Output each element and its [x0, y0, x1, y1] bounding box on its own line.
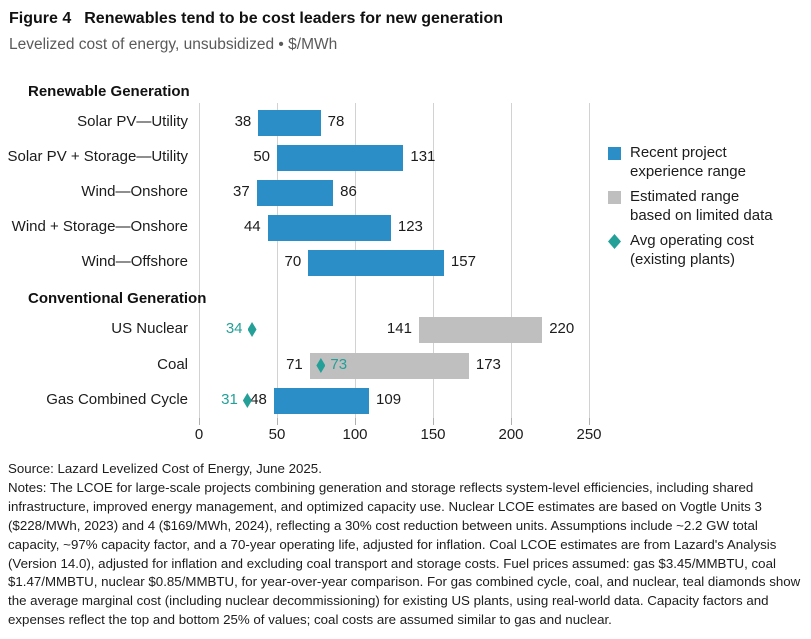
range-bar: [258, 110, 321, 136]
category-label: Solar PV + Storage—Utility: [7, 148, 189, 165]
chart-subtitle: Levelized cost of energy, unsubsidized •…: [9, 36, 338, 53]
avg-cost-diamond: [247, 322, 257, 337]
legend-item: Recent project experience range: [608, 143, 746, 181]
avg-cost-diamond: [242, 393, 252, 408]
value-label-min: 141: [386, 320, 412, 337]
axis-tick: [589, 418, 590, 425]
range-bar: [273, 388, 370, 414]
category-label: Coal: [157, 356, 188, 373]
value-label-max: 86: [340, 183, 357, 200]
value-label-max: 109: [376, 391, 402, 408]
figure-title-text: Renewables tend to be cost leaders for n…: [84, 10, 503, 27]
avg-cost-diamond: [316, 358, 326, 373]
axis-tick: [433, 418, 434, 425]
category-label: US Nuclear: [111, 320, 188, 337]
source-text: Source: Lazard Levelized Cost of Energy,…: [8, 461, 322, 476]
notes-text: Notes: The LCOE for large-scale projects…: [8, 480, 801, 628]
value-label-min: 37: [233, 183, 250, 200]
axis-tick: [511, 418, 512, 425]
legend-square-icon: [608, 191, 621, 204]
legend-item: Avg operating cost (existing plants): [608, 231, 754, 269]
axis-tick-label: 150: [420, 426, 446, 443]
legend-diamond-icon: [608, 234, 621, 249]
section-header: Renewable Generation: [28, 83, 190, 100]
value-label-max: 123: [397, 218, 423, 235]
axis-tick-label: 200: [498, 426, 524, 443]
axis-tick: [199, 418, 200, 425]
range-bar: [309, 353, 469, 379]
range-bar: [418, 317, 543, 343]
axis-tick-label: 100: [342, 426, 368, 443]
axis-tick: [355, 418, 356, 425]
avg-cost-label: 34: [225, 320, 243, 337]
axis-tick-label: 0: [194, 426, 204, 443]
section-header: Conventional Generation: [28, 290, 207, 307]
axis-tick: [277, 418, 278, 425]
axis-tick-label: 50: [268, 426, 286, 443]
value-label-max: 173: [475, 356, 501, 373]
gridline: [511, 103, 512, 418]
gridline: [589, 103, 590, 418]
page-title: Figure 4 Renewables tend to be cost leade…: [9, 10, 503, 28]
axis-tick-label: 250: [576, 426, 602, 443]
value-label-min: 70: [284, 253, 302, 270]
avg-cost-label: 73: [330, 356, 348, 373]
range-bar: [256, 180, 334, 206]
category-label: Gas Combined Cycle: [46, 391, 188, 408]
legend-square-icon: [608, 147, 621, 160]
legend-label: Recent project experience range: [630, 144, 746, 180]
value-label-max: 131: [410, 148, 436, 165]
value-label-max: 157: [450, 253, 476, 270]
avg-cost-label: 31: [221, 391, 238, 408]
category-label: Solar PV—Utility: [77, 113, 188, 130]
value-label-max: 78: [327, 113, 345, 130]
range-bar: [267, 215, 391, 241]
value-label-min: 38: [234, 113, 252, 130]
value-label-max: 220: [549, 320, 575, 337]
value-label-min: 71: [286, 356, 303, 373]
value-label-min: 50: [253, 148, 270, 165]
range-bar: [308, 250, 444, 276]
gridline: [199, 103, 200, 418]
gridline: [277, 103, 278, 418]
legend-item: Estimated range based on limited data: [608, 187, 773, 225]
bar-chart-plot: 0 50 100 150 200 250 Renewable Generation Solar…: [7, 83, 602, 443]
category-label: Wind—Offshore: [81, 253, 188, 270]
legend-label: Estimated range based on limited data: [630, 188, 773, 224]
category-label: Wind + Storage—Onshore: [11, 218, 188, 235]
figure-number: Figure 4: [9, 10, 72, 27]
category-label: Wind—Onshore: [81, 183, 188, 200]
legend-label: Avg operating cost (existing plants): [630, 232, 754, 268]
value-label-min: 48: [250, 391, 267, 408]
value-label-min: 44: [243, 218, 261, 235]
range-bar: [277, 145, 404, 171]
